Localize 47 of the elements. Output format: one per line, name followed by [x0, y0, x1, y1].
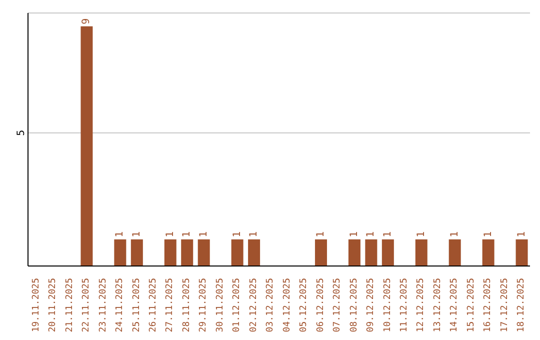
x-tick-label: 05.12.2025 — [299, 278, 310, 332]
data-label: 1 — [482, 231, 494, 238]
data-label: 1 — [416, 231, 427, 238]
x-tick-label: 20.11.2025 — [48, 278, 58, 332]
data-label: 9 — [81, 18, 92, 24]
data-label: 1 — [366, 231, 377, 238]
x-tick-label: 06.12.2025 — [316, 278, 326, 332]
data-label: 1 — [449, 231, 460, 238]
x-tick-label: 04.12.2025 — [282, 278, 292, 332]
x-tick-label: 16.12.2025 — [483, 278, 494, 332]
x-tick-label: 26.11.2025 — [148, 278, 158, 332]
data-label: 1 — [516, 231, 528, 238]
x-tick-label: 15.12.2025 — [466, 278, 476, 332]
x-tick-label: 09.12.2025 — [366, 278, 376, 332]
x-tick-label: 25.11.2025 — [132, 278, 142, 332]
x-tick-label: 30.11.2025 — [215, 278, 226, 332]
data-label: 1 — [315, 231, 326, 238]
x-tick-label: 27.11.2025 — [165, 278, 176, 332]
x-tick-label: 18.12.2025 — [516, 278, 527, 332]
x-tick-label: 03.12.2025 — [266, 278, 276, 332]
x-tick-label: 21.11.2025 — [64, 278, 75, 332]
data-label: 1 — [182, 231, 193, 238]
x-tick-label: 22.11.2025 — [82, 278, 92, 332]
data-label: 1 — [248, 231, 260, 238]
data-label: 1 — [131, 231, 142, 238]
x-tick-label: 17.12.2025 — [500, 278, 510, 332]
x-tick-label: 19.11.2025 — [31, 278, 42, 332]
x-tick-label: 13.12.2025 — [432, 278, 443, 332]
x-tick-label: 08.12.2025 — [349, 278, 360, 332]
x-tick-label: 10.12.2025 — [382, 278, 393, 332]
data-label: 1 — [348, 231, 360, 238]
x-tick-label: 01.12.2025 — [232, 278, 242, 332]
y-tick-label: 5 — [16, 130, 27, 136]
data-label: 1 — [382, 231, 394, 238]
x-tick-label: 24.11.2025 — [115, 278, 126, 332]
x-tick-label: 23.11.2025 — [98, 278, 108, 332]
x-tick-label: 07.12.2025 — [332, 278, 343, 332]
data-label: 1 — [198, 231, 210, 238]
x-tick-label: 02.12.2025 — [248, 278, 259, 332]
x-tick-label: 12.12.2025 — [416, 278, 426, 332]
data-label: 1 — [232, 231, 243, 238]
x-tick-label: 11.12.2025 — [400, 278, 410, 332]
x-tick-label: 14.12.2025 — [450, 278, 460, 332]
data-label: 1 — [114, 231, 126, 238]
x-tick-label: 29.11.2025 — [198, 278, 209, 332]
data-label: 1 — [164, 231, 176, 238]
x-tick-label: 28.11.2025 — [182, 278, 192, 332]
